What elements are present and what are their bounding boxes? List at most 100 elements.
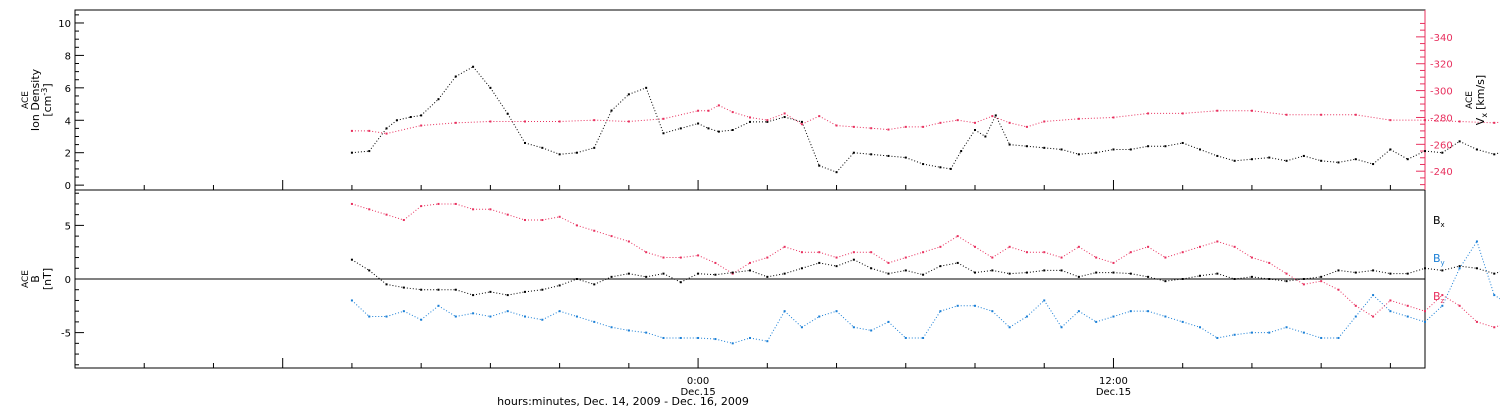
- by-segment: [1269, 326, 1287, 334]
- vx-segment: [1078, 116, 1114, 120]
- bz-segment: [1338, 289, 1357, 307]
- ion-density-segment: [995, 115, 1011, 145]
- bz-segment: [940, 235, 958, 248]
- bx-segment: [646, 273, 664, 278]
- bx-segment: [386, 283, 404, 289]
- x-tick-time-label: 0:00: [687, 376, 709, 387]
- bz-segment: [1147, 246, 1166, 258]
- by-segment: [853, 326, 872, 331]
- top-left-tick-label: 2: [65, 149, 71, 160]
- x-tick-time-label: 12:00: [1099, 376, 1128, 387]
- vx-segment: [871, 127, 889, 131]
- by-segment: [576, 316, 595, 323]
- bx-segment: [905, 269, 924, 276]
- ion-density-segment: [1199, 148, 1218, 157]
- bx-segment: [576, 278, 595, 285]
- bz-segment: [1459, 305, 1478, 323]
- ion-density-segment: [836, 152, 855, 173]
- vx-segment: [888, 126, 906, 131]
- bx-segment: [715, 272, 733, 276]
- vx-segment: [1251, 110, 1287, 116]
- ion-density-segment: [1338, 158, 1356, 163]
- top-left-ylabel-unit-exp: -3: [40, 88, 49, 96]
- bx-segment: [1130, 273, 1149, 278]
- vx-segment: [1113, 112, 1149, 118]
- by-segment: [542, 310, 560, 321]
- bx-segment: [542, 284, 560, 291]
- by-segment: [1234, 332, 1252, 336]
- bz-segment: [1182, 246, 1201, 253]
- bx-segment: [1494, 271, 1500, 275]
- by-segment: [1355, 294, 1374, 317]
- by-segment: [490, 310, 508, 318]
- top-left-ylabel-line1: ACE: [21, 91, 31, 109]
- bx-segment: [1078, 272, 1097, 278]
- bz-segment: [1061, 246, 1080, 258]
- bx-segment: [524, 289, 543, 293]
- by-segment: [611, 326, 629, 331]
- ion-density-segment: [351, 150, 370, 154]
- bottom-left-ylabel-unit: [nT]: [41, 268, 54, 290]
- ion-density-segment: [410, 114, 422, 118]
- ion-density-segment: [1303, 155, 1322, 162]
- vx-segment: [784, 113, 803, 125]
- top-left-ylabel-unit-a: [cm: [41, 96, 54, 117]
- by-segment: [715, 338, 733, 344]
- bx-segment: [472, 291, 491, 296]
- by-segment: [594, 321, 612, 328]
- ion-density-segment: [593, 110, 612, 149]
- ion-density-segment: [1355, 158, 1374, 165]
- bx-segment: [628, 273, 647, 278]
- bz-segment: [1355, 305, 1374, 317]
- bx-segment: [1217, 273, 1235, 280]
- bx-segment: [819, 262, 837, 267]
- top-left-ylabel: ACE Ion Density [cm-3]: [21, 68, 54, 131]
- by-segment: [524, 316, 543, 321]
- ion-density-segment: [708, 127, 719, 133]
- bz-segment: [1078, 246, 1097, 258]
- by-segment: [1165, 316, 1183, 323]
- ion-density-segment: [1321, 160, 1339, 163]
- bz-segment: [1165, 251, 1183, 259]
- by-segment: [1459, 241, 1478, 269]
- ion-density-segment: [663, 127, 681, 134]
- by-segment: [420, 305, 439, 321]
- bx-segment: [871, 267, 889, 275]
- bx-segment: [1026, 269, 1045, 274]
- bx-segment: [784, 267, 803, 275]
- bx-segment: [559, 278, 578, 286]
- bz-segment: [1407, 305, 1426, 312]
- bz-segment: [1268, 262, 1287, 275]
- bz-segment: [351, 203, 370, 210]
- by-segment: [1113, 310, 1131, 318]
- by-segment: [1026, 300, 1045, 317]
- ion-density-segment: [455, 66, 474, 77]
- bx-segment: [455, 289, 474, 296]
- bottom-left-tick-label: -5: [61, 329, 71, 340]
- top-panel-series: [350, 65, 1500, 174]
- bz-segment: [870, 251, 889, 264]
- top-right-tick-label: -300: [1430, 87, 1453, 98]
- ion-density-segment: [950, 150, 962, 170]
- ion-density-segment: [1372, 149, 1391, 165]
- bz-segment: [1251, 257, 1270, 264]
- ion-density-segment: [386, 119, 398, 129]
- by-segment: [732, 337, 751, 344]
- top-left-y-axis: 0 2 4 6 8 10: [58, 14, 84, 192]
- bx-segment: [1459, 265, 1477, 269]
- ion-density-segment: [1130, 145, 1149, 150]
- bz-segment: [1303, 280, 1322, 285]
- top-left-tick-label: 4: [65, 116, 71, 127]
- ion-density-segment: [611, 93, 630, 111]
- ion-density-segment: [767, 116, 785, 123]
- vx-segment: [1026, 121, 1045, 128]
- top-right-ylabel-sub: x: [1480, 113, 1489, 118]
- bz-segment: [1199, 240, 1218, 248]
- bottom-left-ylabel: ACE B [nT]: [21, 268, 54, 290]
- ion-density-segment: [1061, 148, 1079, 155]
- by-segment: [766, 310, 786, 342]
- ion-density-point: [385, 127, 388, 130]
- bz-segment: [559, 216, 578, 226]
